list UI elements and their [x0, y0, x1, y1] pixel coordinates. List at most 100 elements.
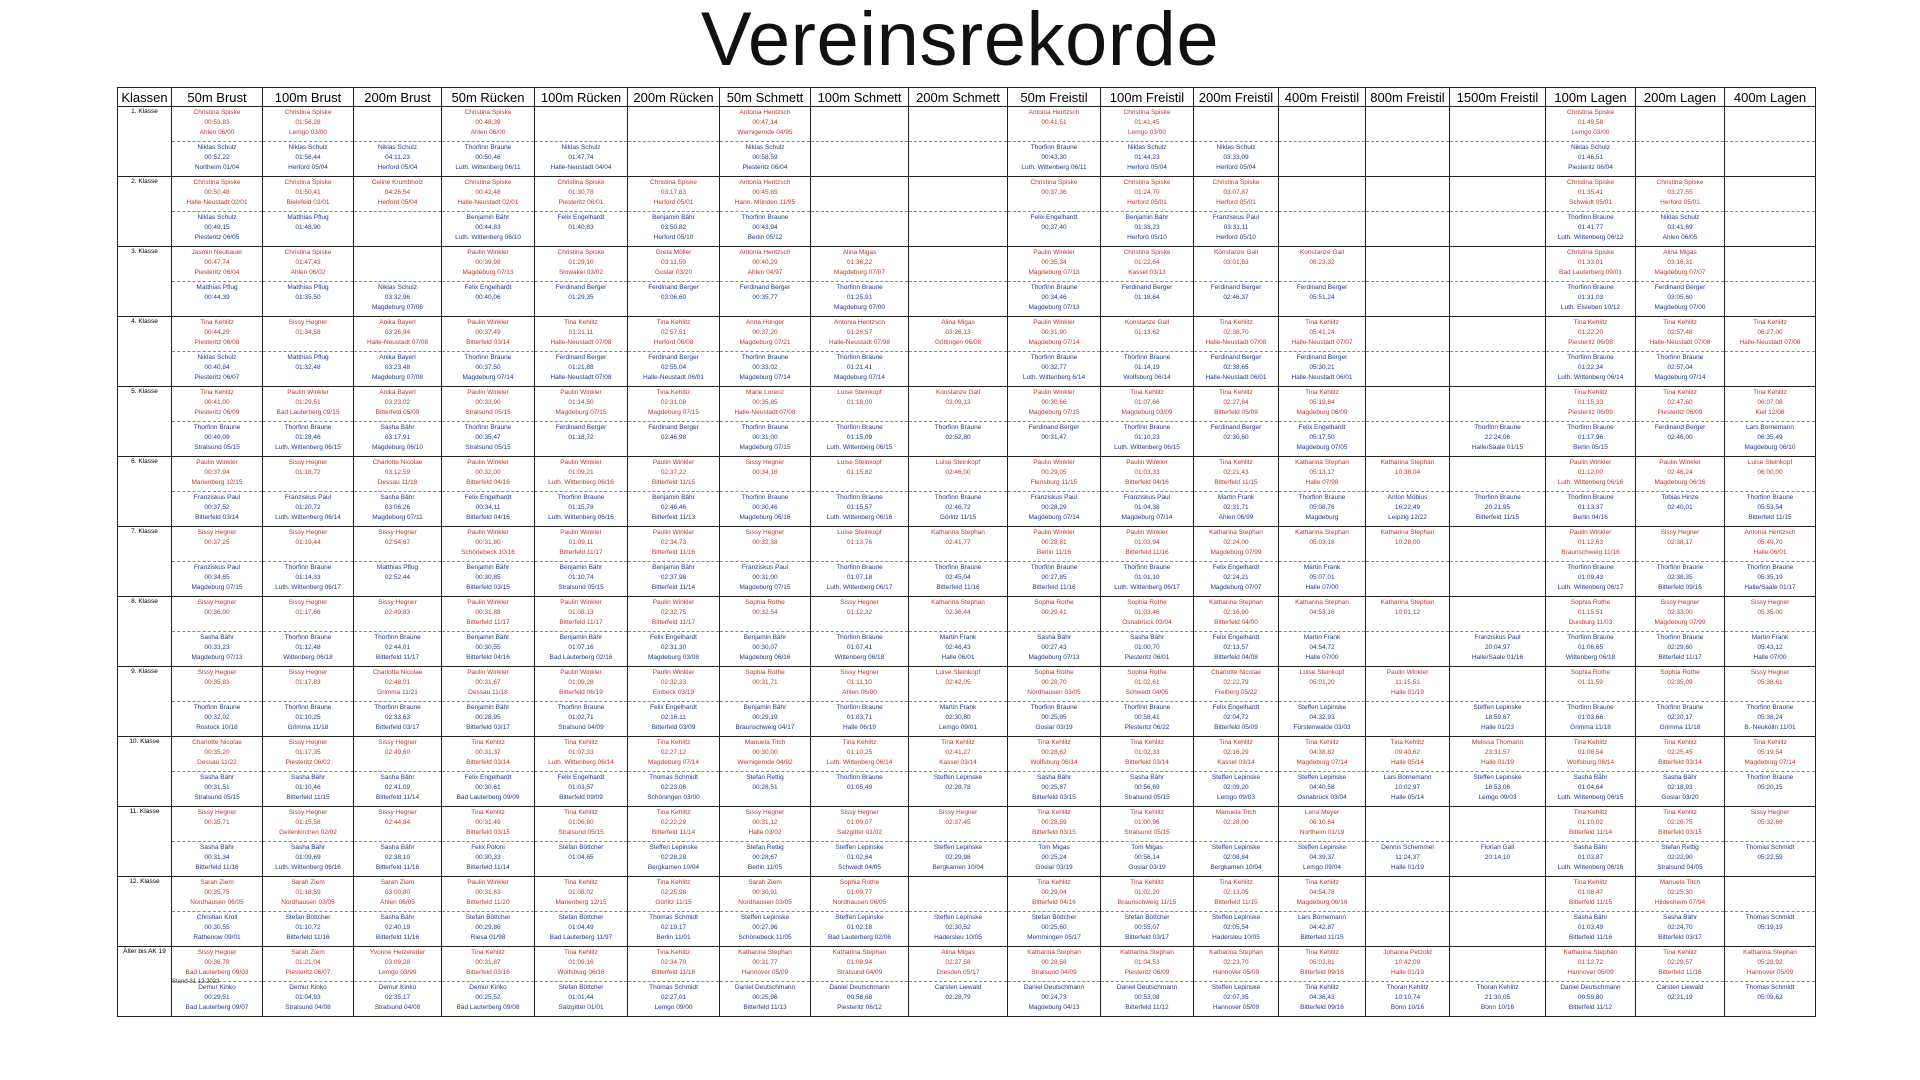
- record-name: Sasha Bähr: [1573, 844, 1608, 851]
- record-name: Thorfinn Braune: [1123, 424, 1171, 431]
- record-name: Sasha Bähr: [380, 424, 415, 431]
- record-male: Sasha Bähr 01:03,49 Bitterfeld 11/16: [1546, 911, 1635, 946]
- record-female: Tina Kehlitz 01:09,16 Wolfsburg 06/16: [535, 947, 627, 981]
- record-time: 01:12,72: [1577, 959, 1604, 966]
- record-time: 02:29,98: [945, 854, 971, 861]
- record-time: 00:41,51: [1041, 119, 1067, 126]
- record-time: 00:31,90: [1041, 329, 1067, 336]
- record-female: [1279, 107, 1365, 141]
- record-time: 01:09,69: [295, 854, 321, 861]
- column-header: 400m Lagen: [1724, 87, 1816, 107]
- record-place: Herford 05/04: [377, 164, 418, 171]
- record-name: Martin Frank: [1217, 494, 1255, 501]
- record-name: Thomas Schmidt: [1745, 914, 1795, 921]
- record-cell: Sissy Hegner 05:38,61 Thorfinn Braune 05:38…: [1724, 666, 1816, 737]
- record-place: Bitterfeld 11/15: [1568, 899, 1613, 906]
- record-male: [1366, 141, 1449, 176]
- record-time: 03:17,91: [384, 434, 411, 441]
- record-place: B.-Neukölln 11/01: [1744, 724, 1796, 731]
- record-name: Franziskus Paul: [193, 494, 241, 501]
- record-name: Demur Kinko: [378, 984, 417, 991]
- record-time: 03:09,13: [945, 399, 971, 406]
- record-name: Christina Spiske: [1123, 179, 1171, 186]
- column-header: 50m Brust: [171, 87, 263, 107]
- record-female: Tina Kehlitz 02:57,48 Halle-Neustadt 07/08: [1636, 317, 1724, 351]
- record-name: Carsten Liewald: [1656, 984, 1704, 991]
- record-female: Tina Kehlitz 02:47,60 Piesteritz 06/09: [1636, 387, 1724, 421]
- record-place: Bitterfeld 11/17: [1658, 654, 1702, 661]
- record-place: Magdeburg 07/00: [834, 304, 885, 311]
- record-female: Tina Kehlitz 00:44,29 Piesteritz 06/08: [172, 317, 262, 351]
- record-cell: Christina Spiske 01:56,28 Lemgo 03/00 Nikla…: [262, 106, 354, 177]
- record-time: 02:44,84: [384, 819, 411, 826]
- record-time: 05:32,66: [1757, 819, 1783, 826]
- record-name: Tom Migas: [1131, 844, 1163, 851]
- record-cell: Tina Kehlitz 02:41,27 Kassel 03/14 Steffen …: [908, 736, 1008, 807]
- record-cell: Tina Kehlitz 00:28,59 Bitterfeld 03/15 Tom …: [1007, 806, 1101, 877]
- table-row: 8. Klasse Sissy Hegner 00:36,00 Sasha Bähr 0…: [117, 596, 1816, 667]
- record-time: 00:31,71: [752, 679, 778, 686]
- record-male: Niklas Schulz 01:44,23 Herford 05/04: [1101, 141, 1193, 176]
- record-male: Thorfinn Braune 01:15,09 Luth. Wittenberg …: [811, 421, 908, 456]
- record-female: Sophia Rothe 02:35,09: [1636, 667, 1724, 701]
- record-name: Christina Spiske: [284, 109, 332, 116]
- record-male: Felix Engelhardt 00:34,11 Bitterfeld 04/16: [442, 491, 534, 526]
- record-male: Ferdinand Berger 02:46,00: [1636, 421, 1724, 456]
- record-time: 01:36,22: [846, 259, 873, 266]
- record-male: Ferdinand Berger 01:29,35: [535, 281, 627, 316]
- record-time: 00:31,47: [1041, 434, 1067, 441]
- record-cell: Tina Kehlitz 01:08,54 Wolfsburg 06/14 Sasha…: [1545, 736, 1636, 807]
- record-name: Tina Kehlitz: [1305, 319, 1339, 326]
- record-female: Paulin Winkler 02:37,22 Bitterfeld 11/15: [628, 457, 719, 491]
- record-male: Felix Engelhardt 02:04,72 Bitterfeld 05/09: [1194, 701, 1278, 736]
- record-place: Stralsund 04/08: [285, 1004, 331, 1011]
- record-place: Bonn 10/16: [1480, 1004, 1515, 1011]
- record-place: Herford 05/04: [1127, 164, 1167, 171]
- record-place: Herford 05/01: [653, 199, 694, 206]
- record-name: Tina Kehlitz: [1573, 389, 1608, 396]
- record-time: 01:56,28: [295, 119, 321, 126]
- record-male: Anton Möbius 16:22,49 Leipzig 12/22: [1366, 491, 1449, 526]
- record-time: 00:30,33: [475, 854, 501, 861]
- record-female: Sissy Hegner 01:17,66: [263, 597, 353, 631]
- record-name: Ferdinand Berger: [1028, 424, 1080, 431]
- record-cell: Paulin Winkler 00:31,88 Bitterfeld 11/17 Be…: [441, 596, 535, 667]
- record-male: Thomas Schmidt 02:23,06 Schöningen 03/00: [628, 771, 719, 806]
- record-name: Konstanze Gall: [1124, 319, 1170, 326]
- record-time: 02:27,01: [660, 994, 687, 1001]
- record-place: Bitterfeld 03/14: [1658, 759, 1702, 766]
- record-name: Stefan Böttcher: [285, 914, 331, 921]
- record-name: Antonia Hentzsch: [739, 249, 791, 256]
- record-place: Luth. Wittenberg 06/15: [275, 444, 341, 451]
- record-name: Steffen Lepinske: [933, 844, 983, 851]
- record-female: Paulin Winkler 00:31,80 Schönebeck 10/16: [442, 527, 534, 561]
- record-name: Tina Kehlitz: [1305, 389, 1339, 396]
- record-time: 01:12,32: [846, 609, 873, 616]
- record-female: Paulin Winkler 00:39,98 Magdeburg 07/13: [442, 247, 534, 281]
- record-female: Tina Kehlitz 01:21,11 Halle-Neustadt 07/08: [535, 317, 627, 351]
- record-male: [909, 351, 1007, 386]
- record-name: Tina Kehlitz: [1663, 809, 1697, 816]
- record-male: Felix Engelhardt 02:16,11 Bitterfeld 03/09: [628, 701, 719, 736]
- record-place: Ahlen 04/97: [747, 269, 783, 276]
- record-time: 00:30,00: [752, 749, 778, 756]
- record-place: Kassel 03/14: [1217, 759, 1255, 766]
- record-cell: Paulin Winkler 00:37,49 Bitterfeld 03/14 Th…: [441, 316, 535, 387]
- record-place: Bitterfeld 11/15: [651, 479, 696, 486]
- record-name: Thorfinn Braune: [934, 564, 982, 571]
- record-place: Magdeburg 07/13: [1028, 654, 1080, 661]
- record-place: Luth. Wittenberg 06/16: [1557, 479, 1624, 486]
- record-time: 02:38,35: [1667, 574, 1693, 581]
- record-female: Christina Spiske 00:42,48 Halle-Neustadt 0…: [442, 177, 534, 211]
- record-time: 02:25,98: [660, 889, 687, 896]
- record-time: 01:21,41: [846, 364, 873, 371]
- record-male: [1366, 911, 1449, 946]
- record-name: Lars Bornemann: [1297, 914, 1347, 921]
- record-female: Tina Kehlitz 02:16,29 Kassel 03/14: [1194, 737, 1278, 771]
- record-name: Thorfinn Braune: [1656, 564, 1704, 571]
- record-name: Felix Engelhardt: [1212, 704, 1260, 711]
- record-female: Tina Kehlitz 00:31,87 Bitterfeld 03/16: [442, 947, 534, 981]
- record-female: Antonia Hentzsch 00:41,51: [1008, 107, 1100, 141]
- record-male: Thomas Schmidt 05:09,62: [1725, 981, 1815, 1016]
- record-cell: Luise Steinkopf 01:13,76 Thorfinn Braune 01…: [810, 526, 909, 597]
